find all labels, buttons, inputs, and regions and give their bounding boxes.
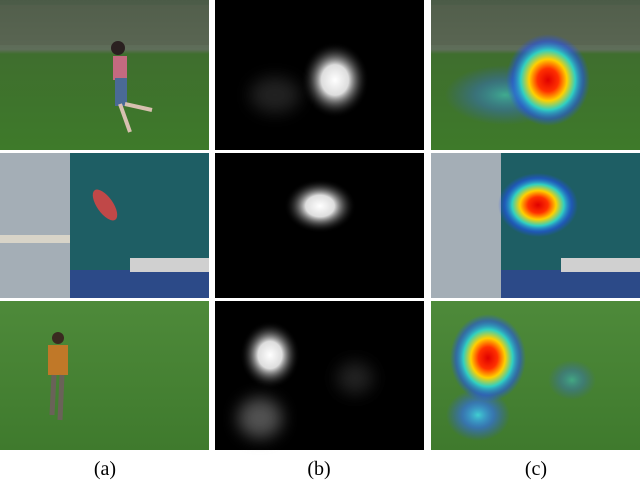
photo xyxy=(0,0,209,150)
saliency-map xyxy=(215,0,424,150)
overlay xyxy=(431,153,640,298)
saliency-map xyxy=(215,153,424,298)
photo xyxy=(0,301,209,450)
overlay xyxy=(431,0,640,150)
caption: (b) xyxy=(307,458,330,480)
caption: (c) xyxy=(525,458,547,480)
photo xyxy=(0,153,209,298)
overlay xyxy=(431,301,640,450)
caption: (a) xyxy=(94,458,116,480)
saliency-map xyxy=(215,301,424,450)
